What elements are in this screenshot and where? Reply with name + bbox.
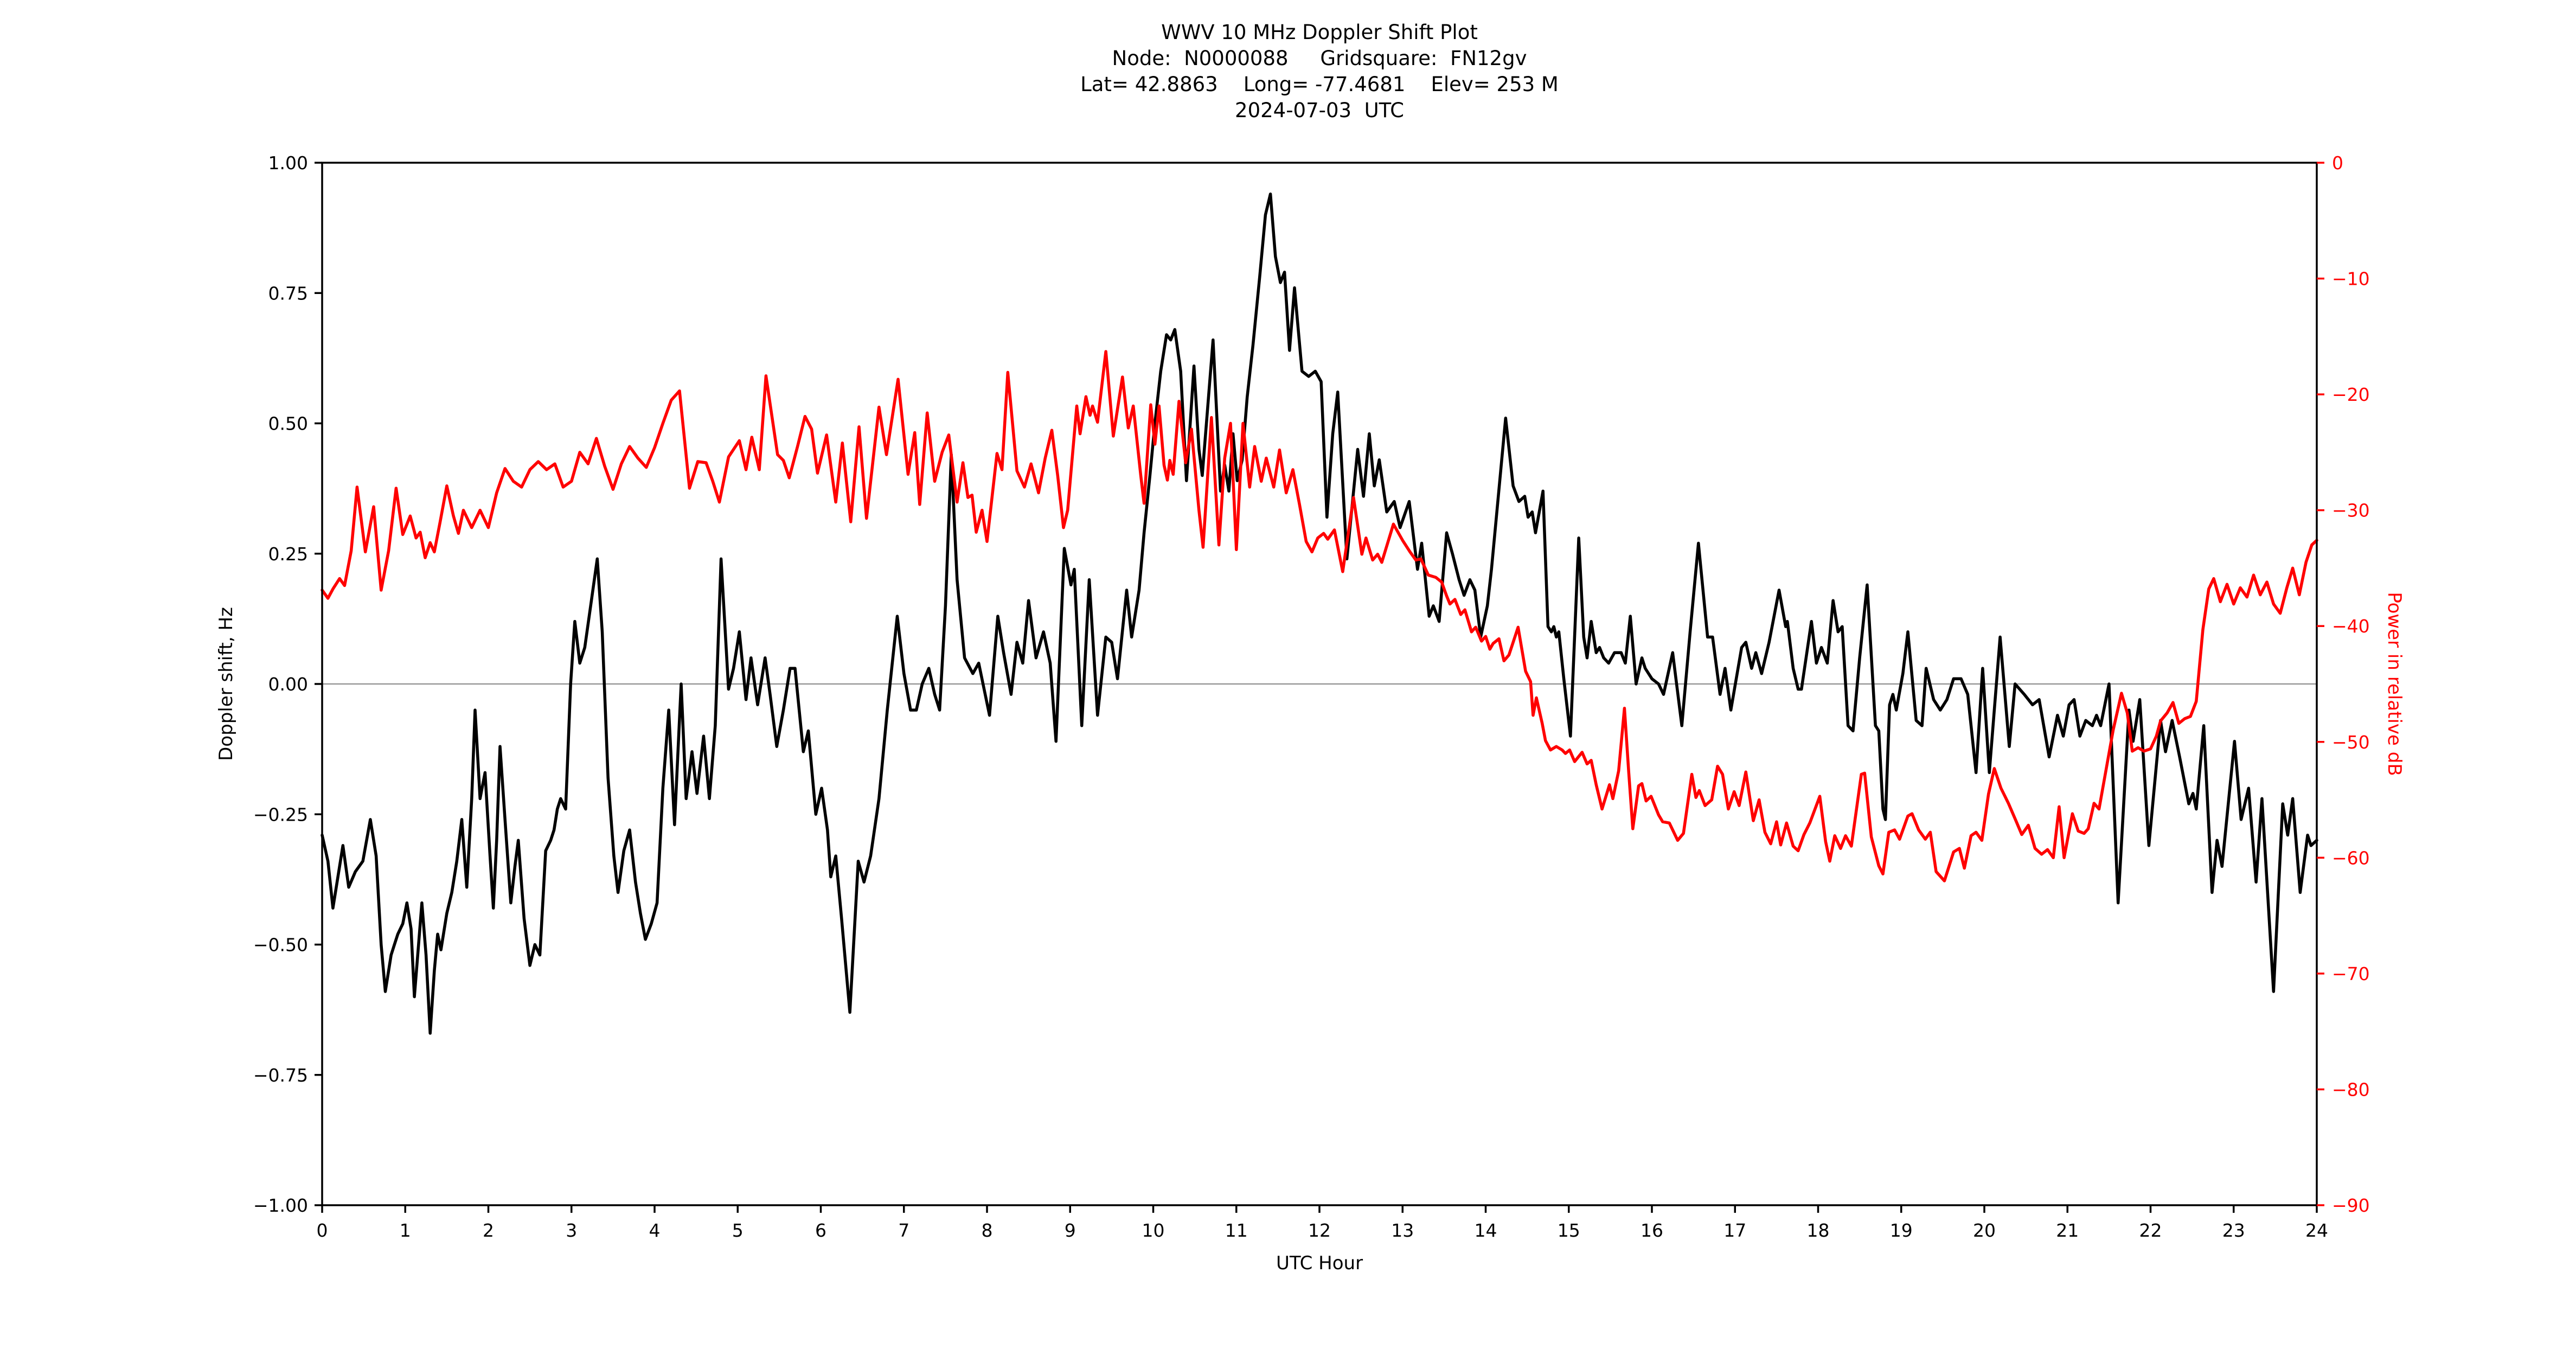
ticks-group: 0 1 2 3 4 5 6 7 8 9 10 11 12 13 14 15 16 17 18 19 20 21 22 23 24… — [253, 152, 2370, 1241]
left-axis-tick-label: −0.50 — [253, 935, 308, 956]
left-axis-tick-label: 0.25 — [268, 543, 308, 565]
left-axis-tick-label: −0.75 — [253, 1065, 308, 1086]
x-axis-tick-label: 19 — [1890, 1220, 1913, 1241]
right-axis-tick-label: −40 — [2332, 616, 2370, 637]
right-axis-tick-label: −10 — [2332, 268, 2370, 290]
x-axis-tick-label: 22 — [2139, 1220, 2162, 1241]
right-axis-tick-label: −50 — [2332, 732, 2370, 753]
right-axis-tick-label: −20 — [2332, 384, 2370, 405]
x-axis-tick-label: 8 — [982, 1220, 993, 1241]
right-axis-tick-label: −30 — [2332, 500, 2370, 521]
right-axis-tick-label: −80 — [2332, 1079, 2370, 1100]
chart-title-line-2: Node: N0000088 Gridsquare: FN12gv — [1112, 47, 1527, 70]
chart-title-line-3: Lat= 42.8863 Long= -77.4681 Elev= 253 M — [1080, 73, 1559, 96]
x-axis-tick-label: 15 — [1558, 1220, 1580, 1241]
x-axis-tick-label: 24 — [2305, 1220, 2328, 1241]
x-axis-tick-label: 21 — [2056, 1220, 2079, 1241]
x-axis-tick-label: 12 — [1308, 1220, 1331, 1241]
chart-title-block: WWV 10 MHz Doppler Shift Plot Node: N000… — [1080, 21, 1559, 122]
right-axis-tick-label: 0 — [2332, 152, 2343, 174]
x-axis-tick-label: 20 — [1973, 1220, 1996, 1241]
doppler_shift_hz-line — [321, 192, 2318, 1035]
x-axis-tick-label: 13 — [1391, 1220, 1414, 1241]
x-axis-tick-label: 16 — [1641, 1220, 1663, 1241]
x-axis-tick-label: 9 — [1065, 1220, 1076, 1241]
x-axis-tick-label: 3 — [566, 1220, 577, 1241]
right-axis-tick-label: −60 — [2332, 847, 2370, 868]
x-axis-label: UTC Hour — [1276, 1252, 1363, 1274]
right-axis-tick-label: −90 — [2332, 1195, 2370, 1216]
x-axis-tick-label: 5 — [732, 1220, 744, 1241]
x-axis-tick-label: 23 — [2222, 1220, 2245, 1241]
left-axis-tick-label: −0.25 — [253, 804, 308, 825]
x-axis-tick-label: 18 — [1807, 1220, 1830, 1241]
x-axis-tick-label: 0 — [317, 1220, 328, 1241]
left-axis-tick-label: 1.00 — [268, 152, 308, 174]
right-axis-label: Power in relative dB — [2383, 592, 2405, 776]
x-axis-tick-label: 7 — [898, 1220, 909, 1241]
left-axis-tick-label: 0.00 — [268, 674, 308, 695]
left-axis-tick-label: 0.50 — [268, 413, 308, 434]
chart-title-line-4: 2024-07-03 UTC — [1235, 99, 1404, 122]
right-axis-tick-label: −70 — [2332, 963, 2370, 984]
chart-title-line-1: WWV 10 MHz Doppler Shift Plot — [1161, 21, 1478, 44]
x-axis-tick-label: 2 — [483, 1220, 494, 1241]
x-axis-tick-label: 10 — [1142, 1220, 1165, 1241]
left-axis-tick-label: −1.00 — [253, 1195, 308, 1216]
power_relative_db-line — [321, 350, 2318, 882]
x-axis-tick-label: 1 — [400, 1220, 411, 1241]
left-axis-tick-label: 0.75 — [268, 283, 308, 304]
x-axis-tick-label: 14 — [1475, 1220, 1497, 1241]
left-axis-label: Doppler shift, Hz — [215, 607, 237, 761]
x-axis-tick-label: 11 — [1225, 1220, 1248, 1241]
x-axis-tick-label: 6 — [815, 1220, 826, 1241]
x-axis-tick-label: 17 — [1723, 1220, 1746, 1241]
x-axis-tick-label: 4 — [649, 1220, 661, 1241]
series-group — [321, 192, 2318, 1035]
